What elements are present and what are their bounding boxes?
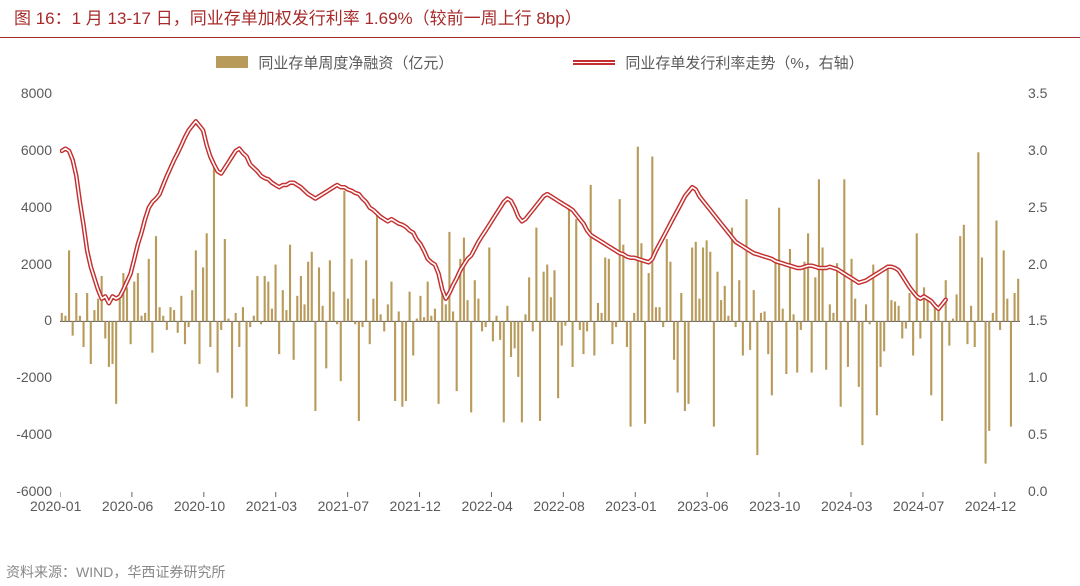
x-tick-label: 2024-12 <box>965 498 1035 514</box>
y-left-tick-label: 2000 <box>21 256 52 272</box>
bars <box>61 147 1019 464</box>
x-tick-label: 2020-01 <box>30 498 100 514</box>
y-right-tick-label: 2.0 <box>1028 256 1047 272</box>
x-tick-label: 2022-08 <box>533 498 603 514</box>
x-tick-label: 2023-01 <box>605 498 675 514</box>
y-left-tick-label: -6000 <box>16 483 52 499</box>
legend-label-bar: 同业存单周度净融资（亿元） <box>258 52 453 73</box>
y-left-tick-label: -2000 <box>16 369 52 385</box>
x-tick-label: 2021-07 <box>318 498 388 514</box>
x-tick-label: 2021-03 <box>246 498 316 514</box>
source-attribution: 资料来源：WIND，华西证券研究所 <box>6 562 225 582</box>
chart-plot <box>60 86 1020 516</box>
y-right-tick-label: 1.0 <box>1028 369 1047 385</box>
legend-item-bar: 同业存单周度净融资（亿元） <box>216 52 453 73</box>
y-right-tick-label: 0.5 <box>1028 426 1047 442</box>
legend-swatch-bar <box>216 56 248 68</box>
x-tick-label: 2023-10 <box>749 498 819 514</box>
x-tick-label: 2020-06 <box>102 498 172 514</box>
x-tick-label: 2024-07 <box>893 498 963 514</box>
x-tick-label: 2022-04 <box>461 498 531 514</box>
y-right-tick-label: 1.5 <box>1028 312 1047 328</box>
legend: 同业存单周度净融资（亿元） 同业存单发行利率走势（%，右轴） <box>0 48 1080 76</box>
y-left-tick-label: -4000 <box>16 426 52 442</box>
chart-svg <box>60 86 1020 516</box>
legend-label-line: 同业存单发行利率走势（%，右轴） <box>625 52 863 73</box>
legend-item-line: 同业存单发行利率走势（%，右轴） <box>573 52 863 73</box>
y-right-tick-label: 3.0 <box>1028 142 1047 158</box>
x-tick-label: 2021-12 <box>390 498 460 514</box>
y-right-tick-label: 0.0 <box>1028 483 1047 499</box>
chart-title: 图 16：1 月 13-17 日，同业存单加权发行利率 1.69%（较前一周上行… <box>0 0 1080 38</box>
x-tick-label: 2020-10 <box>174 498 244 514</box>
x-tick-label: 2024-03 <box>821 498 891 514</box>
y-right-tick-label: 3.5 <box>1028 85 1047 101</box>
y-left-tick-label: 8000 <box>21 85 52 101</box>
y-left-tick-label: 6000 <box>21 142 52 158</box>
y-left-tick-label: 0 <box>44 312 52 328</box>
y-left-tick-label: 4000 <box>21 199 52 215</box>
y-right-tick-label: 2.5 <box>1028 199 1047 215</box>
x-tick-label: 2023-06 <box>677 498 747 514</box>
legend-swatch-line <box>573 60 615 65</box>
